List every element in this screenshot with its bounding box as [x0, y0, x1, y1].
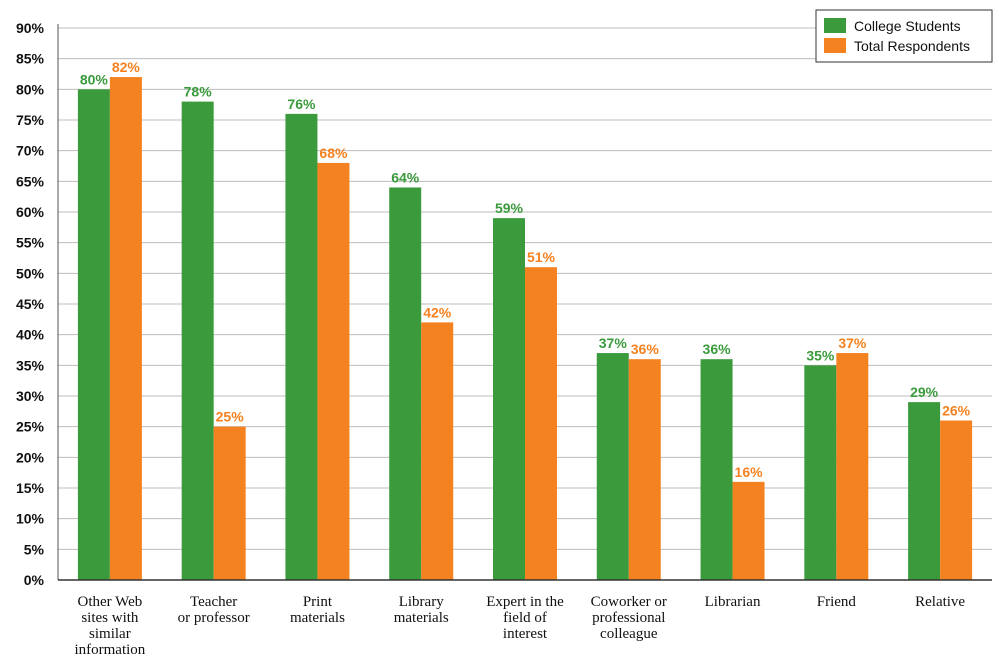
legend-swatch [824, 38, 846, 53]
bar [908, 402, 941, 580]
bar [181, 101, 214, 580]
y-tick-label: 40% [16, 327, 45, 343]
data-label: 29% [910, 384, 939, 400]
x-category-label: Print [303, 594, 333, 610]
y-tick-label: 65% [16, 173, 45, 189]
data-label: 78% [184, 84, 213, 100]
y-tick-label: 35% [16, 357, 45, 373]
y-tick-label: 30% [16, 388, 45, 404]
x-category-label: Expert in the [486, 594, 564, 610]
bar [389, 187, 422, 580]
x-category-label: colleague [600, 626, 658, 642]
x-category-label: materials [290, 610, 345, 626]
bar [493, 218, 525, 580]
data-label: 26% [942, 403, 971, 419]
y-tick-label: 75% [16, 112, 45, 128]
x-category-label: Friend [817, 594, 857, 610]
x-category-label: Coworker or [591, 594, 667, 610]
y-tick-label: 45% [16, 296, 45, 312]
data-label: 51% [527, 249, 556, 265]
y-tick-label: 80% [16, 81, 45, 97]
bar [213, 426, 246, 580]
y-tick-label: 15% [16, 480, 45, 496]
y-tick-label: 0% [24, 572, 45, 588]
data-label: 82% [112, 59, 141, 75]
x-category-label: Librarian [705, 594, 761, 610]
data-label: 64% [391, 169, 420, 185]
data-label: 76% [287, 96, 316, 112]
bar [317, 162, 350, 580]
data-label: 59% [495, 200, 524, 216]
bar [940, 420, 973, 580]
data-label: 36% [631, 341, 660, 357]
bar [77, 89, 110, 580]
y-tick-label: 60% [16, 204, 45, 220]
x-category-label: materials [394, 610, 449, 626]
bar [596, 353, 629, 580]
bar [421, 322, 454, 580]
bar [732, 481, 765, 580]
x-category-label: professional [592, 610, 665, 626]
x-category-label: field of [503, 610, 547, 626]
y-tick-label: 90% [16, 20, 45, 36]
y-tick-label: 25% [16, 419, 45, 435]
bar [836, 353, 869, 580]
bar [109, 77, 142, 581]
legend-label: Total Respondents [854, 38, 970, 54]
data-label: 37% [838, 335, 867, 351]
x-category-label: information [74, 642, 145, 658]
bar [700, 359, 733, 580]
x-category-label: Relative [915, 594, 965, 610]
x-category-label: Other Web [78, 594, 143, 610]
data-label: 80% [80, 71, 109, 87]
x-category-label: similar [89, 626, 131, 642]
y-tick-label: 70% [16, 143, 45, 159]
x-category-label: sites with [81, 610, 139, 626]
bar [525, 267, 557, 580]
legend: College Students Total Respondents [815, 9, 993, 63]
data-label: 16% [735, 464, 764, 480]
data-label: 37% [599, 335, 628, 351]
data-label: 35% [806, 347, 835, 363]
bar [628, 359, 661, 580]
y-axis: 0% 5% 10% 15% 20% 25% 30% 35% 40% 45% 50% 55% 60% 65%… [16, 20, 59, 588]
legend-label: College Students [854, 18, 961, 34]
data-label: 68% [319, 145, 348, 161]
y-tick-label: 20% [16, 449, 45, 465]
data-label: 42% [423, 304, 452, 320]
y-tick-label: 85% [16, 51, 45, 67]
legend-swatch [824, 18, 846, 33]
y-tick-label: 50% [16, 265, 45, 281]
x-category-label: Teacher [190, 594, 237, 610]
data-label: 36% [703, 341, 732, 357]
y-tick-label: 10% [16, 511, 45, 527]
y-tick-label: 5% [24, 541, 45, 557]
bar [804, 365, 837, 580]
bar [285, 113, 318, 580]
x-category-label: Library [399, 594, 444, 610]
y-tick-label: 55% [16, 235, 45, 251]
x-category-label: interest [503, 626, 548, 642]
x-category-label: or professor [178, 610, 250, 626]
bars: 80%82%78%25%76%68%64%42%59%51%37% 36% 36%1… [77, 59, 973, 581]
data-label: 25% [216, 409, 245, 425]
